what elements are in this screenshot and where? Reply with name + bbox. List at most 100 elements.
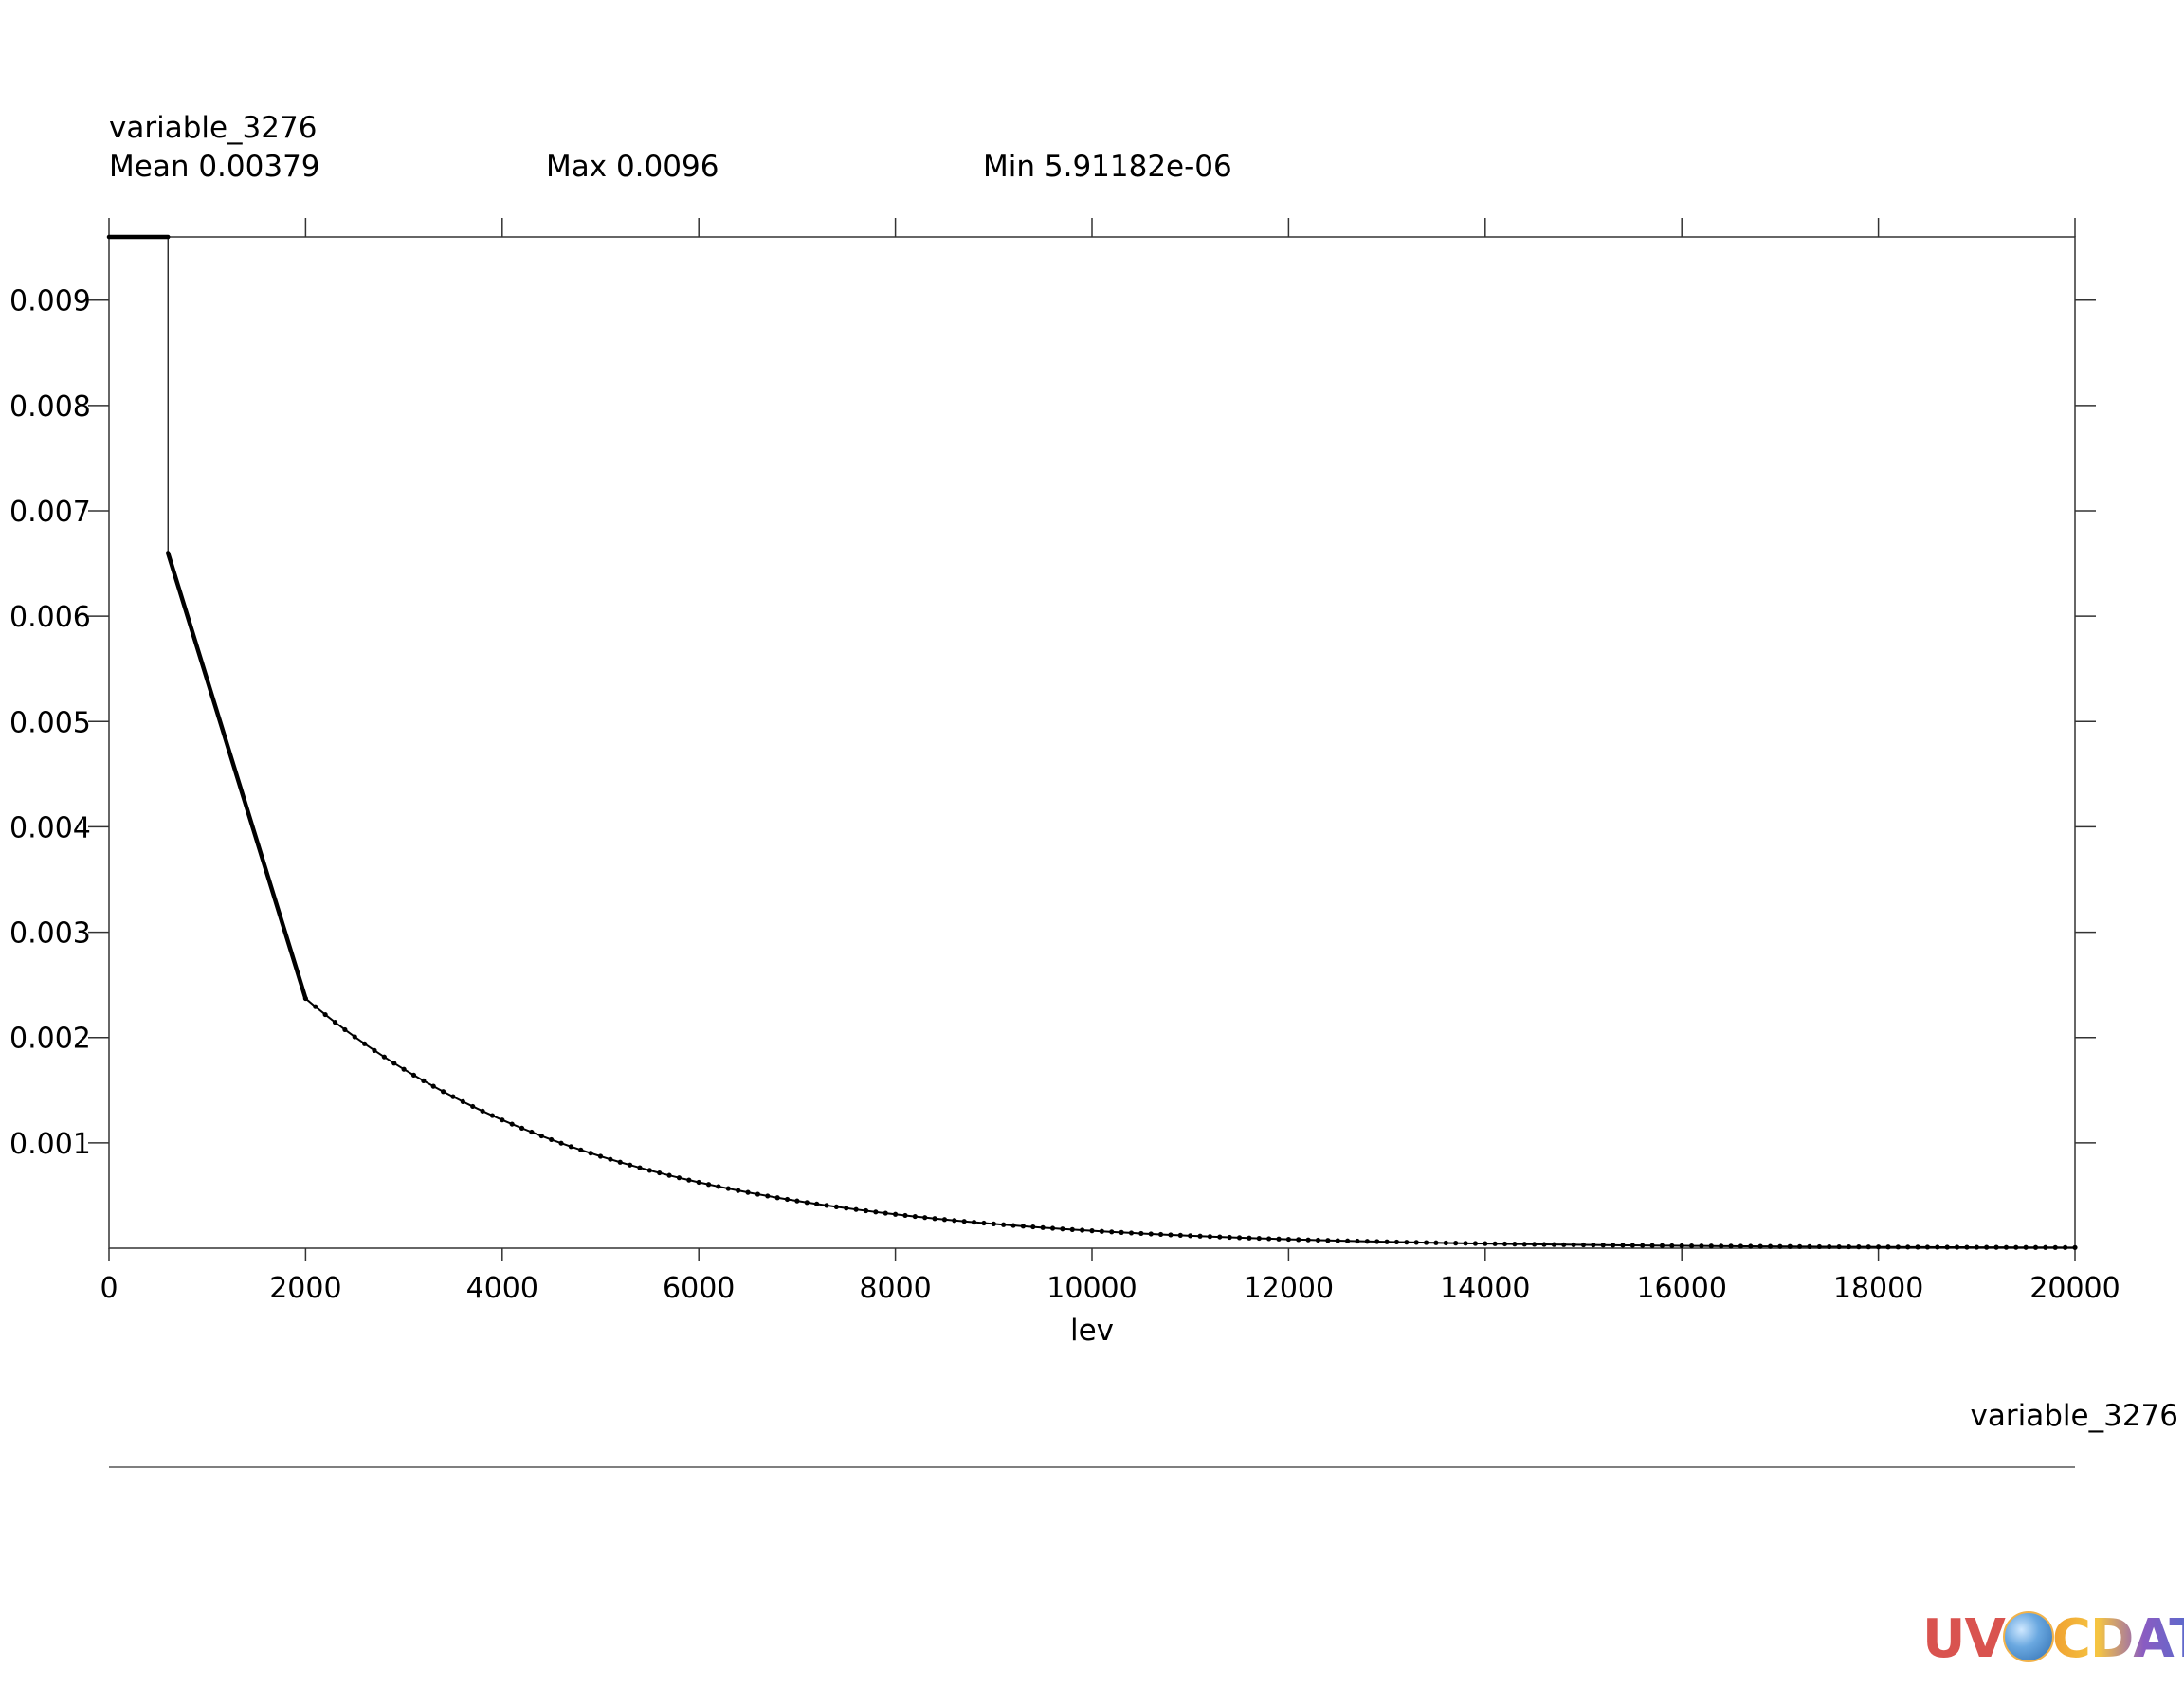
data-point (1836, 1243, 1842, 1250)
y-tick-label: 0.009 (9, 285, 91, 318)
data-point (1089, 1228, 1095, 1234)
data-point (2052, 1244, 2058, 1250)
data-point (1099, 1228, 1104, 1234)
data-point (401, 1066, 407, 1072)
data-point (608, 1156, 613, 1162)
data-point (1296, 1237, 1301, 1243)
x-tick-label: 0 (100, 1272, 118, 1305)
data-point (1325, 1238, 1331, 1243)
data-point (410, 1072, 417, 1078)
data-point (1217, 1234, 1223, 1240)
data-point (1463, 1241, 1468, 1246)
data-point (1384, 1239, 1390, 1244)
data-point (1649, 1243, 1655, 1248)
data-point (1541, 1242, 1547, 1247)
y-tick-label: 0.008 (9, 390, 91, 424)
data-point (981, 1220, 987, 1226)
data-point (1207, 1234, 1213, 1240)
data-point (2023, 1244, 2029, 1250)
data-series (106, 234, 2078, 1250)
data-point (489, 1113, 496, 1118)
data-point (578, 1147, 584, 1152)
data-point (1797, 1243, 1803, 1249)
data-point (774, 1195, 780, 1201)
data-point (1659, 1243, 1665, 1248)
data-point (1846, 1243, 1852, 1250)
data-point (1974, 1244, 1979, 1250)
data-point (1551, 1242, 1556, 1247)
data-point (440, 1089, 446, 1095)
uvcdat-logo: UV CDAT (1922, 1611, 2184, 1668)
data-point (932, 1216, 937, 1222)
data-point (1197, 1233, 1203, 1239)
data-point (1708, 1243, 1714, 1249)
data-point (1413, 1240, 1419, 1245)
data-point (1777, 1243, 1783, 1249)
data-point (1885, 1244, 1891, 1250)
data-point (1049, 1225, 1056, 1231)
data-point (1305, 1237, 1311, 1243)
data-point (1640, 1243, 1646, 1248)
data-point (1109, 1229, 1115, 1235)
data-point (1807, 1243, 1812, 1249)
data-point (1492, 1241, 1498, 1246)
data-point (1236, 1235, 1243, 1241)
data-point (322, 1011, 328, 1018)
globe-icon (2002, 1611, 2054, 1662)
data-point (519, 1125, 525, 1131)
data-point (628, 1162, 633, 1168)
data-point (873, 1209, 879, 1215)
data-point (1669, 1243, 1675, 1249)
data-point (1905, 1244, 1911, 1250)
data-point (1080, 1227, 1085, 1233)
data-point (1954, 1244, 1960, 1250)
data-point (342, 1026, 348, 1033)
data-point (657, 1170, 663, 1176)
data-point (1060, 1226, 1065, 1232)
data-point (1532, 1242, 1538, 1247)
data-point (971, 1220, 977, 1225)
legend-label: variable_3276 (1971, 1399, 2178, 1433)
data-point (1030, 1224, 1036, 1230)
data-point (1266, 1236, 1272, 1242)
data-point (637, 1165, 643, 1170)
data-point (1335, 1238, 1340, 1243)
data-point (568, 1144, 573, 1150)
data-point (883, 1210, 888, 1216)
data-point (1443, 1240, 1448, 1246)
data-point (833, 1204, 839, 1209)
data-point (1964, 1244, 1970, 1250)
data-point (1924, 1244, 1931, 1250)
data-point (1935, 1244, 1940, 1250)
data-point (1393, 1239, 1400, 1245)
data-point (1001, 1222, 1007, 1227)
data-point (1374, 1239, 1380, 1244)
data-point (952, 1218, 957, 1224)
data-point (912, 1213, 918, 1220)
data-point (1679, 1243, 1684, 1249)
data-point (1699, 1243, 1704, 1249)
data-point (1591, 1243, 1596, 1248)
axis-ticks: 0 2000 4000 6000 8000 10000 12000 14000 16000 180… (9, 218, 2120, 1305)
data-point (509, 1121, 515, 1127)
data-point (725, 1186, 731, 1191)
data-point (1148, 1231, 1154, 1237)
data-point (1315, 1237, 1321, 1243)
x-tick-label: 8000 (859, 1272, 931, 1305)
data-point (1944, 1244, 1950, 1250)
data-point (1728, 1243, 1734, 1249)
data-point (902, 1212, 908, 1219)
data-point (1423, 1240, 1429, 1245)
data-point (1787, 1243, 1793, 1249)
data-point (1827, 1243, 1832, 1250)
data-point (597, 1153, 604, 1159)
data-point (2072, 1244, 2078, 1250)
data-point (1168, 1232, 1174, 1238)
data-point (1010, 1223, 1016, 1228)
data-point (922, 1215, 928, 1221)
data-point (362, 1041, 368, 1046)
logo-text-cdat: CDAT (2052, 1608, 2184, 1670)
data-point (666, 1172, 672, 1178)
data-point (1227, 1234, 1232, 1241)
